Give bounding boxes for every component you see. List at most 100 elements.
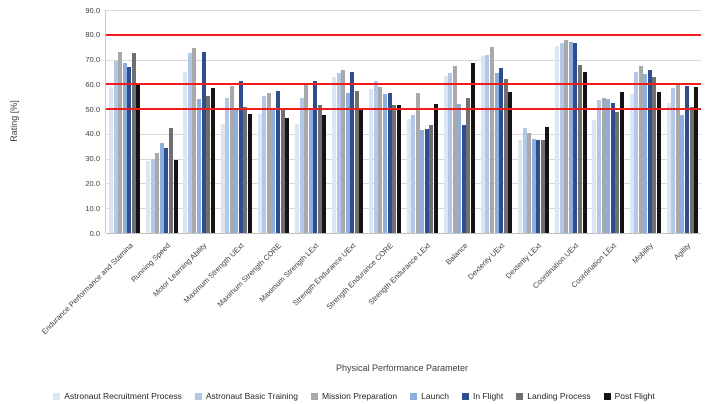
legend-label: Post Flight [614, 391, 655, 401]
y-tick-label: 60.0 [85, 79, 100, 89]
bar [643, 74, 648, 233]
bar [387, 93, 392, 233]
gridline [106, 10, 701, 11]
bar [159, 142, 164, 233]
reference-line [106, 108, 701, 111]
legend-item: Post Flight [603, 391, 655, 401]
bar [601, 98, 606, 233]
x-category-label: Endurance Performance and Stamina [39, 241, 135, 337]
bar [615, 111, 620, 233]
bar [461, 125, 466, 233]
bar [192, 48, 197, 233]
bar [559, 43, 564, 233]
bar [420, 130, 425, 233]
bar [396, 105, 401, 233]
bar [201, 52, 206, 233]
bar [694, 86, 699, 233]
y-tick-label: 30.0 [85, 154, 100, 164]
gridline [106, 208, 701, 210]
reference-line [106, 33, 701, 36]
bar [433, 104, 438, 233]
y-tick-label: 20.0 [85, 178, 100, 188]
bar [317, 105, 322, 233]
bar [610, 102, 615, 233]
bar [127, 67, 132, 233]
bar [429, 125, 434, 233]
x-category-label: Strength Endurance UExt [291, 241, 358, 308]
legend-swatch [53, 392, 61, 400]
bar [452, 65, 457, 233]
legend-item: Launch [410, 391, 449, 401]
gridline [106, 59, 701, 61]
bar [619, 91, 624, 233]
bar [271, 110, 276, 233]
bar [280, 109, 285, 233]
bar [518, 140, 522, 233]
x-axis-title: Physical Performance Parameter [335, 363, 469, 373]
bar [122, 63, 127, 233]
bar [275, 90, 280, 233]
bar [564, 39, 569, 233]
bar [150, 158, 155, 233]
bar [573, 43, 578, 233]
bar [406, 119, 411, 233]
bar [197, 99, 201, 233]
legend-label: Astronaut Recruitment Process [64, 391, 182, 401]
bar [578, 64, 582, 233]
bar [592, 120, 597, 233]
bar [489, 47, 494, 233]
bar [373, 80, 378, 233]
bar [582, 71, 587, 233]
bar [146, 161, 151, 233]
y-tick-label: 70.0 [85, 55, 100, 65]
legend-item: Astronaut Basic Training [194, 391, 299, 401]
bar [164, 147, 169, 233]
legend-item: Mission Preparation [311, 391, 397, 401]
bar [294, 124, 299, 233]
x-axis-line [106, 233, 701, 234]
x-category-label: Mobility [630, 241, 656, 266]
bar [675, 84, 680, 233]
legend-label: Launch [421, 391, 450, 401]
gridline [106, 183, 701, 185]
legend-swatch [194, 392, 202, 400]
x-category-label: Dexterity LExt [504, 241, 544, 281]
y-tick-label: 80.0 [85, 30, 100, 40]
bar [424, 128, 429, 233]
legend-item: Astronaut Recruitment Process [53, 391, 182, 401]
bar [536, 140, 541, 233]
legend-label: Landing Process [527, 391, 591, 401]
bar [332, 76, 337, 233]
bar [392, 105, 396, 233]
legend-swatch [603, 392, 611, 400]
bar [480, 55, 485, 233]
x-category-label: Strength Endurance LExt [366, 241, 432, 307]
legend-label: In Flight [473, 391, 504, 401]
bar [359, 107, 364, 233]
bar [545, 126, 550, 233]
bar [540, 140, 545, 233]
bar [229, 85, 234, 233]
bar [155, 152, 160, 233]
bar [322, 115, 327, 233]
legend-label: Astronaut Basic Training [205, 391, 299, 401]
bar [109, 86, 113, 233]
bar [527, 132, 532, 233]
bar [247, 114, 252, 233]
bar [341, 69, 346, 233]
bar [266, 93, 271, 233]
y-axis-title: Rating [%] [9, 100, 19, 142]
bar [629, 94, 634, 233]
bar [382, 94, 387, 233]
bar [457, 104, 462, 233]
bar [522, 127, 527, 233]
bar [183, 71, 188, 233]
plot-area [105, 10, 701, 234]
bar [597, 100, 601, 233]
bar [136, 83, 141, 233]
bar [118, 52, 123, 233]
bar [299, 98, 304, 233]
bar [220, 124, 225, 233]
bar [234, 110, 239, 233]
y-tick-label: 90.0 [85, 5, 100, 15]
